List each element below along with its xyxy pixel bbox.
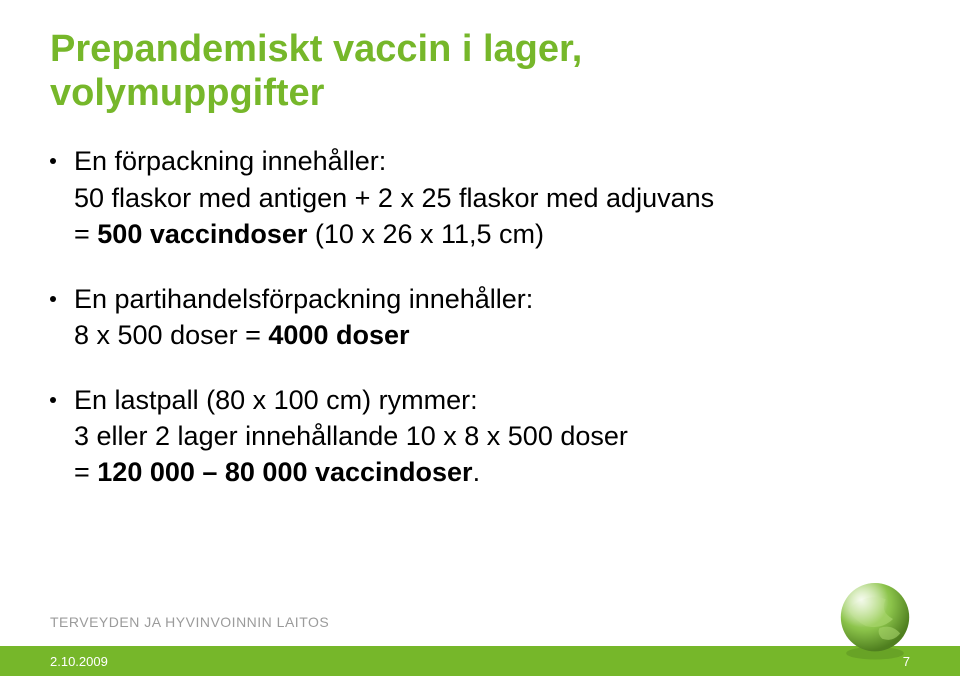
globe-icon bbox=[830, 574, 920, 664]
title-line-1: Prepandemiskt vaccin i lager, bbox=[50, 28, 582, 70]
bullet-dot-icon bbox=[50, 296, 56, 302]
bullet-1-head-text: En förpackning innehåller: bbox=[74, 143, 910, 179]
bullet-2: En partihandelsförpackning innehåller: 8… bbox=[50, 281, 910, 354]
org-name: TERVEYDEN JA HYVINVOINNIN LAITOS bbox=[50, 614, 329, 630]
bullet-1-head: En förpackning innehåller: bbox=[50, 143, 910, 179]
bullet-2-sub-1: 8 x 500 doser = 4000 doser bbox=[74, 317, 910, 353]
bullet-1-sub-2: = 500 vaccindoser (10 x 26 x 11,5 cm) bbox=[74, 216, 910, 252]
bullet-3-sub-2-bold: 120 000 – 80 000 vaccindoser bbox=[97, 457, 472, 487]
bullet-2-head: En partihandelsförpackning innehåller: bbox=[50, 281, 910, 317]
bullet-2-sub-1-bold: 4000 doser bbox=[268, 320, 409, 350]
slide: Prepandemiskt vaccin i lager, volymuppgi… bbox=[0, 0, 960, 676]
slide-title: Prepandemiskt vaccin i lager, volymuppgi… bbox=[50, 28, 910, 115]
footer: TERVEYDEN JA HYVINVOINNIN LAITOS 2.10.20… bbox=[0, 594, 960, 676]
bullet-3-head-text: En lastpall (80 x 100 cm) rymmer: bbox=[74, 382, 910, 418]
bullet-1-sub-2-rest: (10 x 26 x 11,5 cm) bbox=[315, 219, 544, 249]
bullet-dot-icon bbox=[50, 158, 56, 164]
bullet-2-head-text: En partihandelsförpackning innehåller: bbox=[74, 281, 910, 317]
bullet-1: En förpackning innehåller: 50 flaskor me… bbox=[50, 143, 910, 252]
bullet-3-sub-2-rest: . bbox=[473, 457, 481, 487]
title-line-2: volymuppgifter bbox=[50, 72, 324, 114]
bullet-dot-icon bbox=[50, 397, 56, 403]
bullet-1-sub-1: 50 flaskor med antigen + 2 x 25 flaskor … bbox=[74, 180, 910, 216]
bullet-2-sub-1-prefix: 8 x 500 doser = bbox=[74, 320, 268, 350]
bullet-3-sub-2: = 120 000 – 80 000 vaccindoser. bbox=[74, 454, 910, 490]
bullet-3-head: En lastpall (80 x 100 cm) rymmer: bbox=[50, 382, 910, 418]
bullet-3-sub-2-prefix: = bbox=[74, 457, 97, 487]
footer-bar: 2.10.2009 7 bbox=[0, 646, 960, 676]
bullet-3-sub-1: 3 eller 2 lager innehållande 10 x 8 x 50… bbox=[74, 418, 910, 454]
bullet-3: En lastpall (80 x 100 cm) rymmer: 3 elle… bbox=[50, 382, 910, 491]
bullet-1-sub-2-bold: 500 vaccindoser bbox=[97, 219, 315, 249]
bullet-1-sub-2-prefix: = bbox=[74, 219, 97, 249]
footer-date: 2.10.2009 bbox=[50, 654, 108, 669]
